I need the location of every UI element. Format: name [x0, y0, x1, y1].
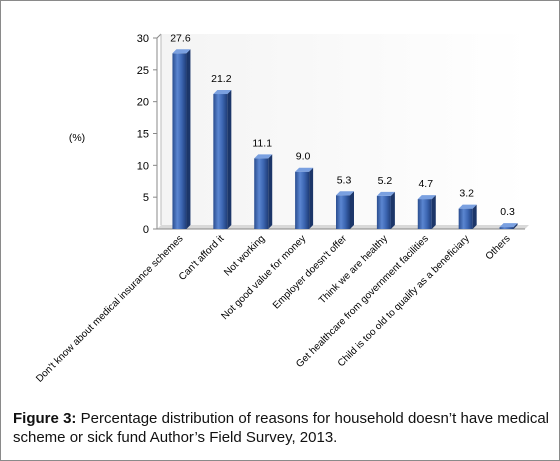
bar — [336, 191, 354, 229]
bar-side — [431, 195, 436, 229]
bar-top — [458, 204, 477, 209]
data-label: 5.2 — [378, 175, 393, 187]
y-tick-label: 30 — [137, 33, 149, 45]
bar-side — [390, 191, 395, 229]
bar-front — [295, 171, 310, 229]
data-label: 11.1 — [252, 137, 272, 149]
category-label: Not good value for money — [219, 233, 308, 322]
data-label: 0.3 — [500, 206, 515, 218]
bar-side — [350, 191, 354, 229]
bar — [172, 49, 191, 229]
y-tick-label: 15 — [137, 129, 149, 141]
bar-top — [376, 191, 395, 196]
y-tick-label: 25 — [137, 65, 149, 77]
data-label: 21.2 — [211, 73, 232, 85]
y-axis-label: (%) — [69, 132, 85, 144]
bar — [213, 90, 232, 229]
bar-top — [172, 49, 191, 54]
bar-side — [513, 223, 518, 229]
bar-side — [227, 90, 232, 229]
bar-front — [336, 195, 350, 229]
data-label: 3.2 — [459, 188, 474, 200]
data-label: 27.6 — [170, 32, 191, 44]
category-labels: Don't know about medical insurance schem… — [34, 233, 513, 385]
bar — [417, 195, 436, 229]
bar-front — [376, 195, 391, 229]
category-label: Not working — [222, 233, 267, 278]
bar-front — [254, 158, 269, 229]
bar-front — [458, 208, 473, 229]
figure-caption: Figure 3: Percentage distribution of rea… — [13, 409, 549, 447]
bar-top — [499, 223, 518, 228]
bar-top — [254, 154, 273, 159]
bar-chart: 0 5 10 15 20 25 30 27.6 21.2 11.1 9.0 5.3 5.2 4.7 3.2… — [34, 32, 529, 385]
bar — [458, 204, 477, 229]
y-tick-label: 20 — [137, 97, 149, 109]
category-label: Employer doesn't offer — [271, 233, 350, 312]
bar — [376, 191, 395, 229]
data-label: 5.3 — [337, 174, 352, 186]
data-label: 4.7 — [418, 178, 433, 190]
category-label: Others — [484, 233, 513, 262]
data-label: 9.0 — [296, 151, 311, 163]
bar-side — [309, 167, 314, 229]
bar-front — [213, 94, 228, 229]
bar-front — [417, 199, 432, 229]
bar-top — [213, 90, 232, 95]
bars — [172, 49, 518, 229]
bar-top — [295, 167, 314, 172]
bar-side — [472, 204, 477, 229]
category-label: Don't know about medical insurance schem… — [34, 233, 185, 384]
bar-side — [268, 154, 273, 229]
bar — [254, 154, 273, 229]
bar-front — [499, 227, 514, 229]
bar — [295, 167, 314, 229]
y-axis-top-edge — [156, 33, 162, 39]
caption-text: Percentage distribution of reasons for h… — [13, 410, 549, 446]
bar-top — [417, 195, 436, 200]
y-tick-label: 5 — [143, 192, 149, 204]
bar-side — [186, 49, 191, 229]
category-label: Think we are healthy — [317, 233, 390, 306]
data-labels: 27.6 21.2 11.1 9.0 5.3 5.2 4.7 3.2 0.3 — [170, 32, 515, 218]
caption-label: Figure 3: — [13, 410, 77, 427]
bar-front — [172, 53, 187, 229]
y-tick-label: 0 — [143, 224, 149, 236]
bar-top — [336, 191, 354, 196]
y-tick-label: 10 — [137, 160, 149, 172]
bar — [499, 223, 518, 229]
